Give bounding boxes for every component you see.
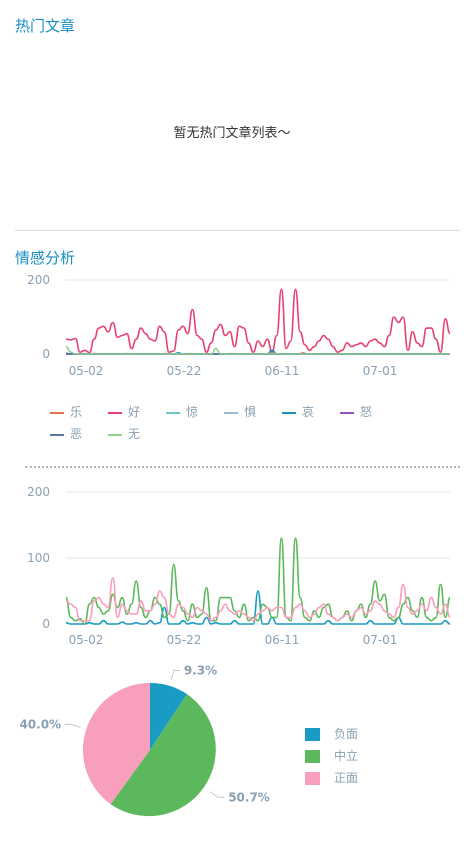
section-divider: [15, 230, 460, 231]
pie-label: 9.3%: [184, 664, 217, 678]
legend-label: 恶: [70, 427, 83, 441]
pie-slice-正面: [82, 683, 150, 805]
pie-label-line: [209, 791, 225, 798]
pie-label-line: [65, 723, 81, 728]
y-tick-label: 200: [27, 273, 50, 287]
x-tick-label: 05-02: [69, 364, 104, 378]
legend-swatch: [50, 411, 64, 414]
y-tick-label: 200: [27, 485, 50, 499]
legend-swatch: [166, 411, 180, 414]
x-tick-label: 05-02: [69, 633, 104, 647]
legend-label: 正面: [334, 771, 359, 785]
y-tick-label: 100: [27, 551, 50, 565]
x-tick-label: 05-22: [167, 633, 202, 647]
pie-slice-负面: [150, 682, 187, 750]
legend-label: 好: [128, 405, 141, 419]
legend-label: 哀: [302, 405, 315, 419]
x-tick-label: 06-11: [265, 633, 300, 647]
legend-swatch: [224, 411, 238, 414]
legend-swatch: [108, 433, 122, 436]
hot-articles-title: 热门文章: [15, 17, 76, 35]
legend-swatch: [340, 411, 354, 414]
legend-label: 乐: [70, 405, 83, 419]
y-tick-label: 0: [42, 347, 50, 361]
series-line-负面: [65, 590, 451, 625]
legend-label: 惧: [244, 405, 257, 419]
emotion-analysis-title: 情感分析: [15, 249, 76, 267]
legend-item[interactable]: 好: [108, 403, 166, 425]
sentiment-pie-chart: 9.3% 50.7% 40.0%: [19, 664, 270, 817]
legend-item[interactable]: 乐: [50, 403, 108, 425]
pie-label: 40.0%: [19, 717, 61, 731]
x-tick-label: 07-01: [363, 633, 398, 647]
chart-separator: [25, 466, 460, 468]
legend-swatch: [282, 411, 296, 414]
legend-label: 怒: [360, 405, 373, 419]
series-line-正面: [65, 576, 451, 622]
legend-swatch: [305, 728, 320, 741]
legend-item[interactable]: 惧: [224, 403, 282, 425]
legend-item[interactable]: 惊: [166, 403, 224, 425]
legend-item[interactable]: 正面: [305, 770, 358, 792]
legend-swatch: [305, 772, 320, 785]
hot-articles-empty-text: 暂无热门文章列表～: [173, 126, 291, 141]
legend-label: 惊: [186, 405, 199, 419]
series-line-中立: [65, 537, 451, 625]
sentiment-legend: 负面 中立 正面: [305, 726, 358, 792]
emotion-line-chart: 0 200 05-02 05-22 06-11 07-01: [27, 273, 451, 378]
legend-label: 中立: [334, 749, 359, 763]
legend-label: 负面: [334, 727, 359, 741]
pie-label-line: [170, 670, 180, 681]
legend-item[interactable]: 负面: [305, 726, 358, 748]
legend-item[interactable]: 无: [108, 425, 166, 447]
sentiment-line-chart: 0 100 200 05-02 05-22 06-11 07-01: [27, 485, 451, 647]
x-tick-label: 05-22: [167, 364, 202, 378]
legend-swatch: [50, 433, 64, 436]
x-tick-label: 07-01: [363, 364, 398, 378]
x-tick-label: 06-11: [265, 364, 300, 378]
legend-swatch: [108, 411, 122, 414]
series-line-好: [65, 288, 451, 354]
legend-label: 无: [128, 427, 141, 441]
legend-item[interactable]: 哀: [282, 403, 340, 425]
pie-slice-中立: [110, 694, 216, 817]
legend-item[interactable]: 怒: [340, 403, 398, 425]
legend-item[interactable]: 恶: [50, 425, 108, 447]
emotion-legend: 乐 好 惊 惧 哀 怒恶 无: [50, 403, 450, 447]
legend-item[interactable]: 中立: [305, 748, 358, 770]
y-tick-label: 0: [42, 617, 50, 631]
series-line-无: [65, 345, 450, 355]
pie-label: 50.7%: [228, 790, 270, 804]
legend-swatch: [305, 750, 320, 763]
